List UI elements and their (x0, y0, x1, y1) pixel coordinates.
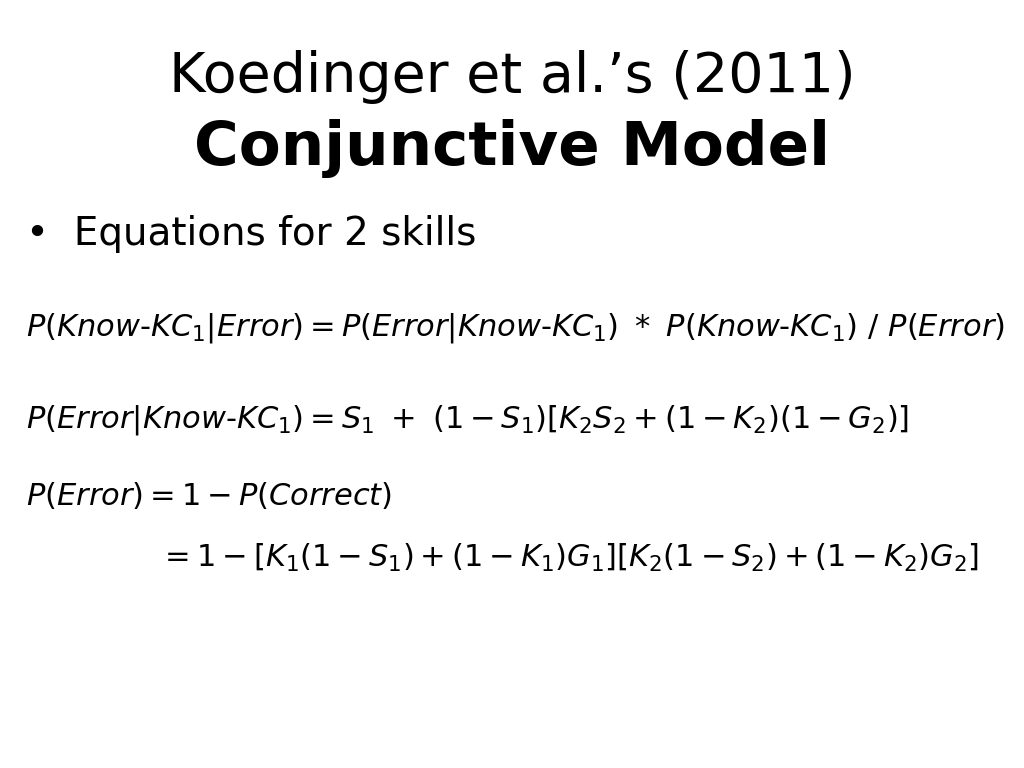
Text: Koedinger et al.’s (2011): Koedinger et al.’s (2011) (169, 50, 855, 104)
Text: $P(Error) = 1 - P(Correct)$: $P(Error) = 1 - P(Correct)$ (26, 480, 392, 511)
Text: $P(Error|Know\text{-}KC_1) = S_1\ +\ (1 - S_1)[K_2 S_2 + (1 - K_2)(1 - G_2)]$: $P(Error|Know\text{-}KC_1) = S_1\ +\ (1 … (26, 403, 909, 437)
Text: $P(Know\text{-}KC_1|Error) = P(Error|Know\text{-}KC_1)$$\ *\ P(Know\text{-}KC_1): $P(Know\text{-}KC_1|Error) = P(Error|Kno… (26, 311, 1005, 345)
Text: Conjunctive Model: Conjunctive Model (194, 119, 830, 178)
Text: $= 1 - [K_1(1 - S_1) + (1 - K_1)G_1][K_2(1 - S_2) + (1 - K_2)G_2]$: $= 1 - [K_1(1 - S_1) + (1 - K_1)G_1][K_2… (159, 541, 979, 574)
Text: •  Equations for 2 skills: • Equations for 2 skills (26, 215, 476, 253)
